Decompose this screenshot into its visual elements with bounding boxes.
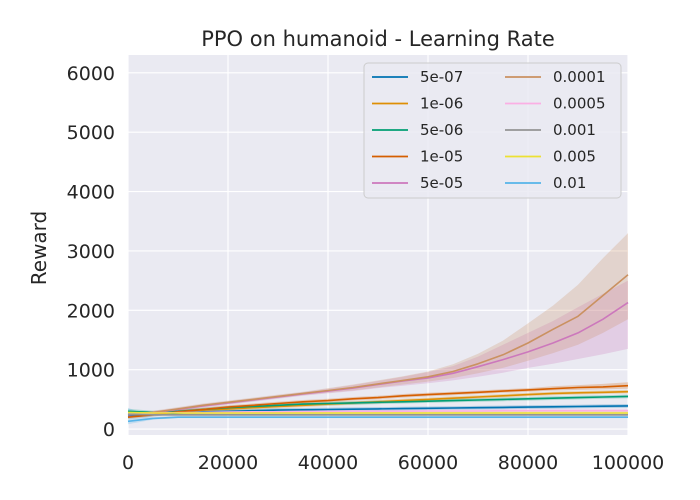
x-tick-label: 40000 <box>298 452 358 474</box>
legend-entry: 5e-07 <box>372 68 463 86</box>
line-series-8 <box>127 411 628 414</box>
legend-label: 1e-05 <box>420 148 463 166</box>
y-tick-label: 0 <box>103 419 115 441</box>
x-tick-label: 100000 <box>592 452 665 474</box>
x-tick-label: 80000 <box>498 452 558 474</box>
y-axis-title: Reward <box>27 211 51 285</box>
chart-title: PPO on humanoid - Learning Rate <box>201 27 555 51</box>
line-series-3 <box>127 384 629 418</box>
legend-entry: 5e-05 <box>372 174 463 192</box>
legend-label: 5e-05 <box>420 174 463 192</box>
legend-label: 0.0005 <box>553 95 606 113</box>
legend-entry: 0.01 <box>505 174 586 192</box>
y-tick-label: 5000 <box>67 122 115 144</box>
band-series-4 <box>128 280 628 417</box>
series-lines <box>127 274 629 423</box>
y-tick-label: 4000 <box>67 182 115 204</box>
y-tick-label: 1000 <box>67 360 115 382</box>
y-tick-label: 6000 <box>67 63 115 85</box>
legend-entry: 0.0005 <box>505 95 606 113</box>
y-tick-label: 2000 <box>67 300 115 322</box>
legend-box <box>363 62 622 199</box>
legend-entry: 0.0001 <box>505 68 606 86</box>
legend-entry: 1e-06 <box>372 95 463 113</box>
legend-label: 0.001 <box>553 121 596 139</box>
tick-labels: 0 20000 40000 60000 80000 100000 0 1000 2000 3000… <box>67 63 665 474</box>
legend: 5e-07 1e-06 5e-06 1e-05 5e-05 0.0001 0.0005 0.0… <box>363 62 622 199</box>
band-series-5 <box>128 233 628 416</box>
legend-label: 0.01 <box>553 174 586 192</box>
line-series-7 <box>127 413 628 416</box>
x-tick-label: 0 <box>122 452 134 474</box>
legend-label: 1e-06 <box>420 95 463 113</box>
x-tick-label: 60000 <box>398 452 458 474</box>
x-tick-label: 20000 <box>198 452 258 474</box>
y-tick-label: 3000 <box>67 241 115 263</box>
legend-entry: 1e-05 <box>372 148 463 166</box>
legend-label: 5e-06 <box>420 121 463 139</box>
legend-label: 0.005 <box>553 148 596 166</box>
line-series-9 <box>127 416 628 423</box>
line-series-5 <box>127 274 629 415</box>
legend-entry: 0.005 <box>505 148 596 166</box>
legend-label: 0.0001 <box>553 68 606 86</box>
legend-label: 5e-07 <box>420 68 463 86</box>
legend-entry: 5e-06 <box>372 121 463 139</box>
legend-entry: 0.001 <box>505 121 596 139</box>
legend-items: 5e-07 1e-06 5e-06 1e-05 5e-05 0.0001 0.0005 0.0… <box>372 68 606 192</box>
